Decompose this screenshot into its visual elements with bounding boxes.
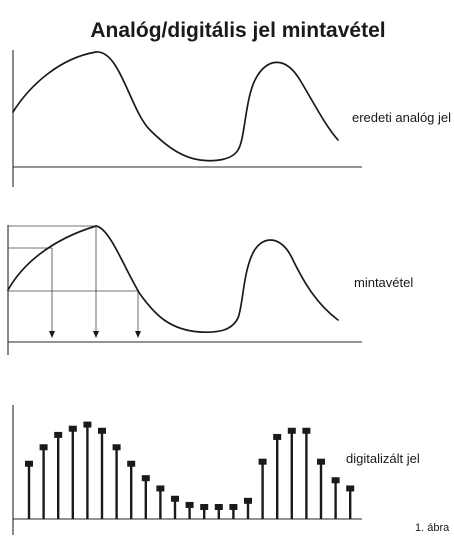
sample-cap bbox=[25, 460, 33, 467]
sample-cap bbox=[185, 501, 194, 508]
sample-cap bbox=[287, 427, 296, 434]
figure-caption: 1. ábra bbox=[415, 522, 450, 534]
sample-cap bbox=[68, 425, 77, 432]
sample-cap bbox=[127, 460, 136, 467]
digital-signal-panel: digitalizált jel bbox=[12, 405, 420, 535]
sample-cap bbox=[171, 495, 179, 502]
sample-arrow bbox=[49, 248, 55, 338]
sample-cap bbox=[229, 504, 238, 510]
sample-cap bbox=[54, 431, 63, 438]
sample-cap bbox=[98, 427, 106, 434]
sample-cap bbox=[156, 485, 165, 492]
digital-signal-label: digitalizált jel bbox=[346, 451, 420, 466]
sample-arrow bbox=[93, 226, 99, 338]
sample-cap bbox=[214, 504, 223, 510]
sampling-panel: mintavétel bbox=[7, 225, 413, 355]
sample-cap bbox=[273, 433, 282, 440]
sample-cap bbox=[83, 421, 92, 428]
sampled-waveform bbox=[7, 225, 339, 334]
sample-cap bbox=[331, 477, 340, 484]
analog-signal-label: eredeti analóg jel bbox=[352, 110, 451, 125]
sample-cap bbox=[346, 485, 355, 492]
sample-cap bbox=[302, 427, 311, 434]
sample-cap bbox=[39, 444, 48, 451]
sample-cap bbox=[317, 458, 325, 465]
analog-signal-panel: eredeti analóg jel bbox=[12, 50, 451, 187]
sample-cap bbox=[141, 475, 150, 482]
sample-cap bbox=[200, 504, 209, 510]
sample-arrow bbox=[135, 291, 141, 338]
digital-samples bbox=[25, 421, 355, 519]
sample-cap bbox=[112, 444, 121, 451]
sample-cap bbox=[258, 458, 267, 465]
sample-cap bbox=[244, 497, 252, 504]
diagram-title: Analóg/digitális jel mintavétel bbox=[90, 19, 385, 42]
sampling-label: mintavétel bbox=[354, 275, 413, 290]
analog-waveform bbox=[12, 51, 339, 162]
